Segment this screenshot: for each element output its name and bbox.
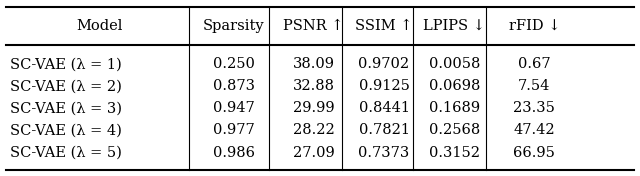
Text: Model: Model xyxy=(76,18,122,33)
Text: SC-VAE (λ = 1): SC-VAE (λ = 1) xyxy=(10,57,122,71)
Text: 0.9125: 0.9125 xyxy=(358,79,410,93)
Text: 23.35: 23.35 xyxy=(513,101,556,115)
Text: 28.22: 28.22 xyxy=(292,123,335,137)
Text: SC-VAE (λ = 5): SC-VAE (λ = 5) xyxy=(10,146,122,160)
Text: PSNR ↑: PSNR ↑ xyxy=(284,18,344,33)
Text: 0.2568: 0.2568 xyxy=(429,123,480,137)
Text: 0.977: 0.977 xyxy=(212,123,255,137)
Text: 29.99: 29.99 xyxy=(292,101,335,115)
Text: 38.09: 38.09 xyxy=(292,57,335,71)
Text: 0.3152: 0.3152 xyxy=(429,146,480,160)
Text: SC-VAE (λ = 4): SC-VAE (λ = 4) xyxy=(10,123,122,137)
Text: 0.873: 0.873 xyxy=(212,79,255,93)
Text: rFID ↓: rFID ↓ xyxy=(509,18,560,33)
Text: 32.88: 32.88 xyxy=(292,79,335,93)
Text: 27.09: 27.09 xyxy=(292,146,335,160)
Text: 47.42: 47.42 xyxy=(513,123,556,137)
Text: LPIPS ↓: LPIPS ↓ xyxy=(424,18,485,33)
Text: 0.0058: 0.0058 xyxy=(429,57,480,71)
Text: 0.8441: 0.8441 xyxy=(358,101,410,115)
Text: 7.54: 7.54 xyxy=(518,79,550,93)
Text: 0.9702: 0.9702 xyxy=(358,57,410,71)
Text: 0.7373: 0.7373 xyxy=(358,146,410,160)
Text: 0.7821: 0.7821 xyxy=(358,123,410,137)
Text: SSIM ↑: SSIM ↑ xyxy=(355,18,413,33)
Text: SC-VAE (λ = 2): SC-VAE (λ = 2) xyxy=(10,79,122,93)
Text: 0.986: 0.986 xyxy=(212,146,255,160)
Text: 0.1689: 0.1689 xyxy=(429,101,480,115)
Text: 0.250: 0.250 xyxy=(212,57,255,71)
Text: Sparsity: Sparsity xyxy=(203,18,264,33)
Text: SC-VAE (λ = 3): SC-VAE (λ = 3) xyxy=(10,101,122,115)
Text: 0.0698: 0.0698 xyxy=(429,79,480,93)
Text: 0.67: 0.67 xyxy=(518,57,550,71)
Text: 66.95: 66.95 xyxy=(513,146,556,160)
Text: 0.947: 0.947 xyxy=(212,101,255,115)
